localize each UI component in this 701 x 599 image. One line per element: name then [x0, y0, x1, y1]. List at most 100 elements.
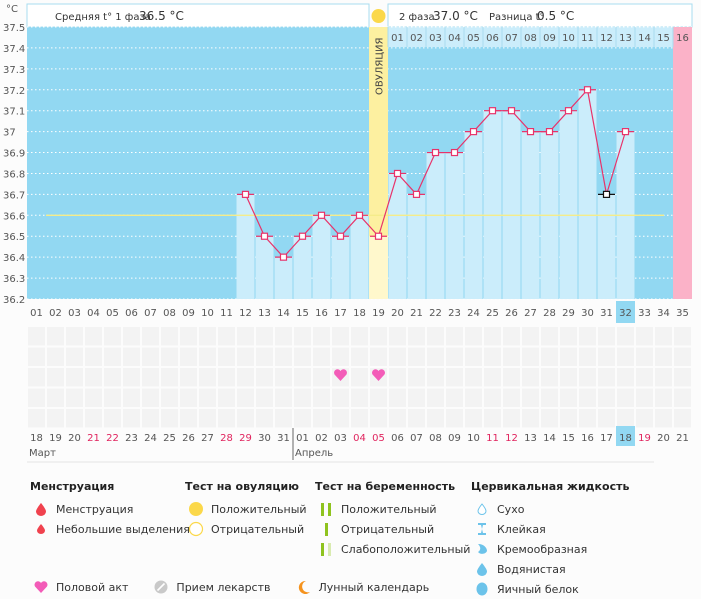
y-tick-label: 36.3	[3, 274, 25, 285]
calendar-date-label: 21	[676, 433, 689, 444]
cycle-day-label: 09	[182, 308, 195, 319]
symptom-cell	[180, 347, 197, 366]
symptom-cell	[294, 368, 311, 387]
temperature-point	[412, 190, 421, 198]
symptom-cell	[484, 327, 501, 346]
symptom-cell	[408, 409, 425, 428]
calendar-date-label: 02	[315, 433, 328, 444]
temperature-bar	[597, 194, 616, 299]
symptom-cell	[598, 327, 615, 346]
y-tick-label: 37.3	[3, 65, 25, 76]
cycle-day-label: 24	[467, 308, 480, 319]
symptom-cell	[541, 347, 558, 366]
symptom-cell	[674, 327, 691, 346]
symptom-cell	[218, 368, 235, 387]
legend-label: Кремообразная	[497, 542, 588, 556]
phase2-day-label: 12	[600, 33, 613, 44]
symptom-cell	[427, 388, 444, 407]
symptom-cell	[427, 327, 444, 346]
empty-circle-icon	[185, 521, 207, 537]
temperature-point	[564, 107, 573, 115]
symptom-cell	[389, 347, 406, 366]
ovulation-label: ОВУЛЯЦИЯ	[375, 38, 386, 96]
temperature-point	[279, 253, 288, 261]
temperature-bar	[293, 236, 312, 299]
symptom-cell	[503, 409, 520, 428]
y-tick-label: 36.6	[3, 211, 25, 222]
symptom-cell	[332, 409, 349, 428]
symptom-cell	[275, 409, 292, 428]
legend-item: Кремообразная	[471, 539, 629, 559]
legend-label: Водянистая	[497, 562, 566, 576]
cycle-day-label: 14	[277, 308, 290, 319]
creamy-icon	[471, 543, 493, 555]
symptom-cell	[446, 368, 463, 387]
symptom-cell	[408, 327, 425, 346]
symptom-cell	[370, 347, 387, 366]
symptom-cell	[617, 368, 634, 387]
temperature-point	[336, 232, 345, 240]
symptom-cell	[199, 347, 216, 366]
legend-item: Отрицательный	[185, 519, 307, 539]
diff-label: Разница t°	[489, 12, 545, 23]
phase2-value: 37.0 °C	[433, 9, 478, 23]
cycle-day-label: 22	[429, 308, 442, 319]
symptom-cell	[237, 347, 254, 366]
symptom-cell	[161, 347, 178, 366]
phase2-day-label: 11	[581, 33, 594, 44]
symptom-cell	[370, 327, 387, 346]
temperature-bar	[578, 89, 597, 300]
legend-item-medication: Прием лекарств	[150, 580, 271, 594]
symptom-cell	[142, 388, 159, 407]
symptom-cell	[579, 388, 596, 407]
legend-bottom: Половой акт Прием лекарств Лунный календ…	[30, 580, 451, 594]
cycle-day-label: 35	[676, 308, 689, 319]
faint-lines-icon	[315, 542, 337, 556]
symptom-cell	[351, 347, 368, 366]
symptom-cell	[465, 368, 482, 387]
phase2-label: 2 фаза	[399, 12, 435, 23]
expected-period-column	[673, 27, 692, 299]
diff-value: 0.5 °C	[537, 9, 574, 23]
symptom-cell	[218, 409, 235, 428]
symptom-cell	[522, 409, 539, 428]
temperature-point	[298, 232, 307, 240]
legend-item: Менструация	[30, 499, 190, 519]
legend-label: Сухо	[497, 502, 525, 516]
symptom-cell	[123, 368, 140, 387]
symptom-cell	[560, 409, 577, 428]
cycle-day-label: 23	[448, 308, 461, 319]
symptom-cell	[142, 327, 159, 346]
watery-drop-icon	[471, 562, 493, 576]
symptom-cell	[636, 368, 653, 387]
phase2-day-label: 10	[562, 33, 575, 44]
y-tick-label: 36.9	[3, 149, 25, 160]
phase1-value: 36.5 °C	[139, 9, 184, 23]
symptom-cell	[522, 368, 539, 387]
symptom-cell	[66, 368, 83, 387]
cycle-day-label: 26	[505, 308, 518, 319]
symptom-cell	[351, 409, 368, 428]
symptom-cell	[427, 347, 444, 366]
phase2-day-label: 09	[543, 33, 556, 44]
symptom-cell	[560, 388, 577, 407]
phase2-day-label: 01	[391, 33, 404, 44]
symptom-cell	[465, 409, 482, 428]
phase2-day-label: 04	[448, 33, 461, 44]
sticky-icon	[471, 523, 493, 535]
symptom-cell	[655, 388, 672, 407]
symptom-cell	[332, 327, 349, 346]
cycle-day-label: 15	[296, 308, 309, 319]
symptom-cell	[313, 347, 330, 366]
cycle-day-label: 34	[657, 308, 670, 319]
calendar-date-label: 25	[163, 433, 176, 444]
symptom-cell	[598, 368, 615, 387]
symptom-cell	[655, 347, 672, 366]
symptom-cell	[313, 368, 330, 387]
dry-drop-icon	[471, 503, 493, 515]
cycle-day-label: 06	[125, 308, 138, 319]
legend-ovulation-test: Тест на овуляцию Положительный Отрицател…	[185, 480, 307, 539]
symptom-cell	[674, 347, 691, 366]
symptom-cell	[123, 327, 140, 346]
temperature-bar	[331, 236, 350, 299]
